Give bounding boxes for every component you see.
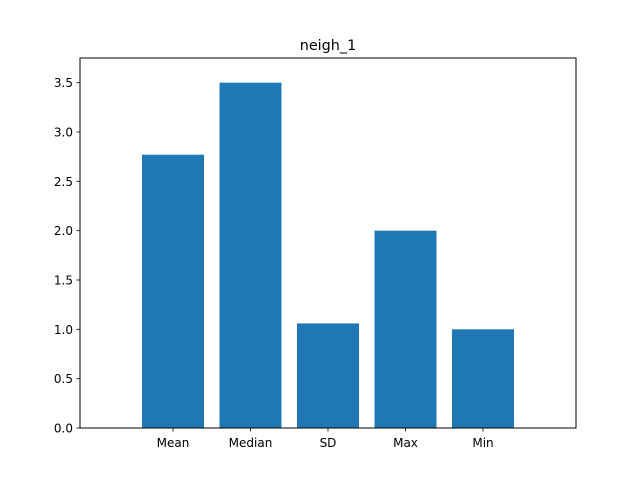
bar-sd (297, 323, 359, 428)
x-tick-label-median: Median (229, 436, 273, 450)
x-tick-label-mean: Mean (157, 436, 190, 450)
x-tick-label-max: Max (393, 436, 418, 450)
chart-title: neigh_1 (300, 38, 357, 54)
y-tick-label-7: 3.5 (54, 76, 73, 90)
y-tick-label-0: 0.0 (54, 422, 73, 436)
bar-min (452, 329, 514, 428)
y-tick-label-3: 1.5 (54, 274, 73, 288)
y-tick-label-6: 3.0 (54, 126, 73, 140)
y-tick-label-2: 1.0 (54, 323, 73, 337)
bar-mean (142, 154, 204, 428)
y-tick-label-4: 2.0 (54, 224, 73, 238)
y-tick-label-1: 0.5 (54, 372, 73, 386)
bar-median (219, 82, 282, 429)
x-axis: Mean Median SD Max Min (157, 428, 494, 450)
bars-group (142, 82, 514, 429)
x-tick-label-sd: SD (320, 436, 337, 450)
y-axis: 0.0 0.5 1.0 1.5 2.0 2.5 3.0 3.5 (54, 76, 80, 436)
bar-max (374, 230, 437, 428)
plot-frame (79, 57, 577, 429)
x-tick-label-min: Min (472, 436, 493, 450)
y-tick-label-5: 2.5 (54, 175, 73, 189)
